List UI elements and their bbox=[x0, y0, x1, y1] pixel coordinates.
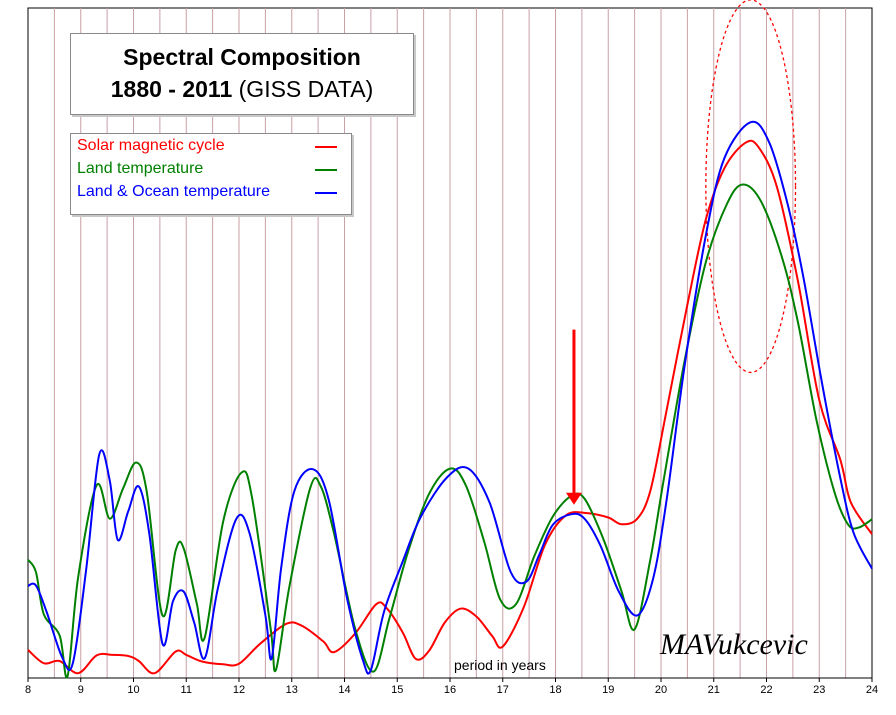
chart-subtitle-source: (GISS DATA) bbox=[238, 76, 374, 102]
series-lines bbox=[27, 120, 873, 679]
peak-arrow bbox=[565, 329, 582, 505]
x-tick-label: 19 bbox=[602, 684, 614, 696]
chart-title: Spectral Composition bbox=[123, 44, 361, 70]
x-tick-label: 8 bbox=[25, 684, 31, 696]
series-line-1 bbox=[27, 183, 873, 679]
author-signature: MAVukcevic bbox=[660, 628, 808, 661]
x-tick-label: 21 bbox=[708, 684, 720, 696]
series-line-2 bbox=[27, 120, 873, 675]
x-tick-label: 20 bbox=[655, 684, 667, 696]
series-line-0 bbox=[27, 139, 873, 675]
x-tick-label: 24 bbox=[866, 684, 878, 696]
x-tick-label: 16 bbox=[444, 684, 456, 696]
legend: Solar magnetic cycle Land temperature La… bbox=[70, 133, 352, 215]
x-tick-label: 17 bbox=[497, 684, 509, 696]
x-tick-label: 18 bbox=[549, 684, 561, 696]
x-tick-label: 14 bbox=[338, 684, 350, 696]
legend-swatch-solar bbox=[315, 146, 337, 148]
chart-subtitle: 1880 - 2011 (GISS DATA) bbox=[71, 76, 413, 103]
chart-title-box: Spectral Composition 1880 - 2011 (GISS D… bbox=[70, 33, 414, 115]
legend-item-land-ocean: Land & Ocean temperature bbox=[71, 180, 351, 203]
x-axis-label: period in years bbox=[454, 657, 546, 673]
legend-item-solar: Solar magnetic cycle bbox=[71, 134, 351, 157]
legend-label-land-ocean: Land & Ocean temperature bbox=[77, 183, 271, 200]
chart-subtitle-years: 1880 - 2011 bbox=[110, 76, 233, 102]
x-tick-label: 15 bbox=[391, 684, 403, 696]
legend-label-land: Land temperature bbox=[77, 160, 204, 177]
x-tick-label: 10 bbox=[127, 684, 139, 696]
x-tick-label: 9 bbox=[78, 684, 84, 696]
legend-item-land: Land temperature bbox=[71, 157, 351, 180]
x-tick-label: 22 bbox=[760, 684, 772, 696]
x-tick-label: 11 bbox=[181, 684, 192, 696]
legend-swatch-land bbox=[315, 169, 337, 171]
legend-swatch-land-ocean bbox=[315, 192, 337, 194]
x-tick-label: 23 bbox=[813, 684, 825, 696]
x-tick-label: 12 bbox=[233, 684, 245, 696]
x-tick-label: 13 bbox=[286, 684, 298, 696]
vertical-grid bbox=[27, 7, 873, 679]
annotation-arrow-head bbox=[565, 492, 582, 505]
peak-ellipse bbox=[705, 0, 797, 374]
x-axis: 8 9 10 11 12 13 14 15 16 17 18 19 20 21 22 23 24 bbox=[25, 677, 878, 696]
annotation-ellipse bbox=[705, 0, 797, 374]
legend-label-solar: Solar magnetic cycle bbox=[77, 137, 225, 154]
